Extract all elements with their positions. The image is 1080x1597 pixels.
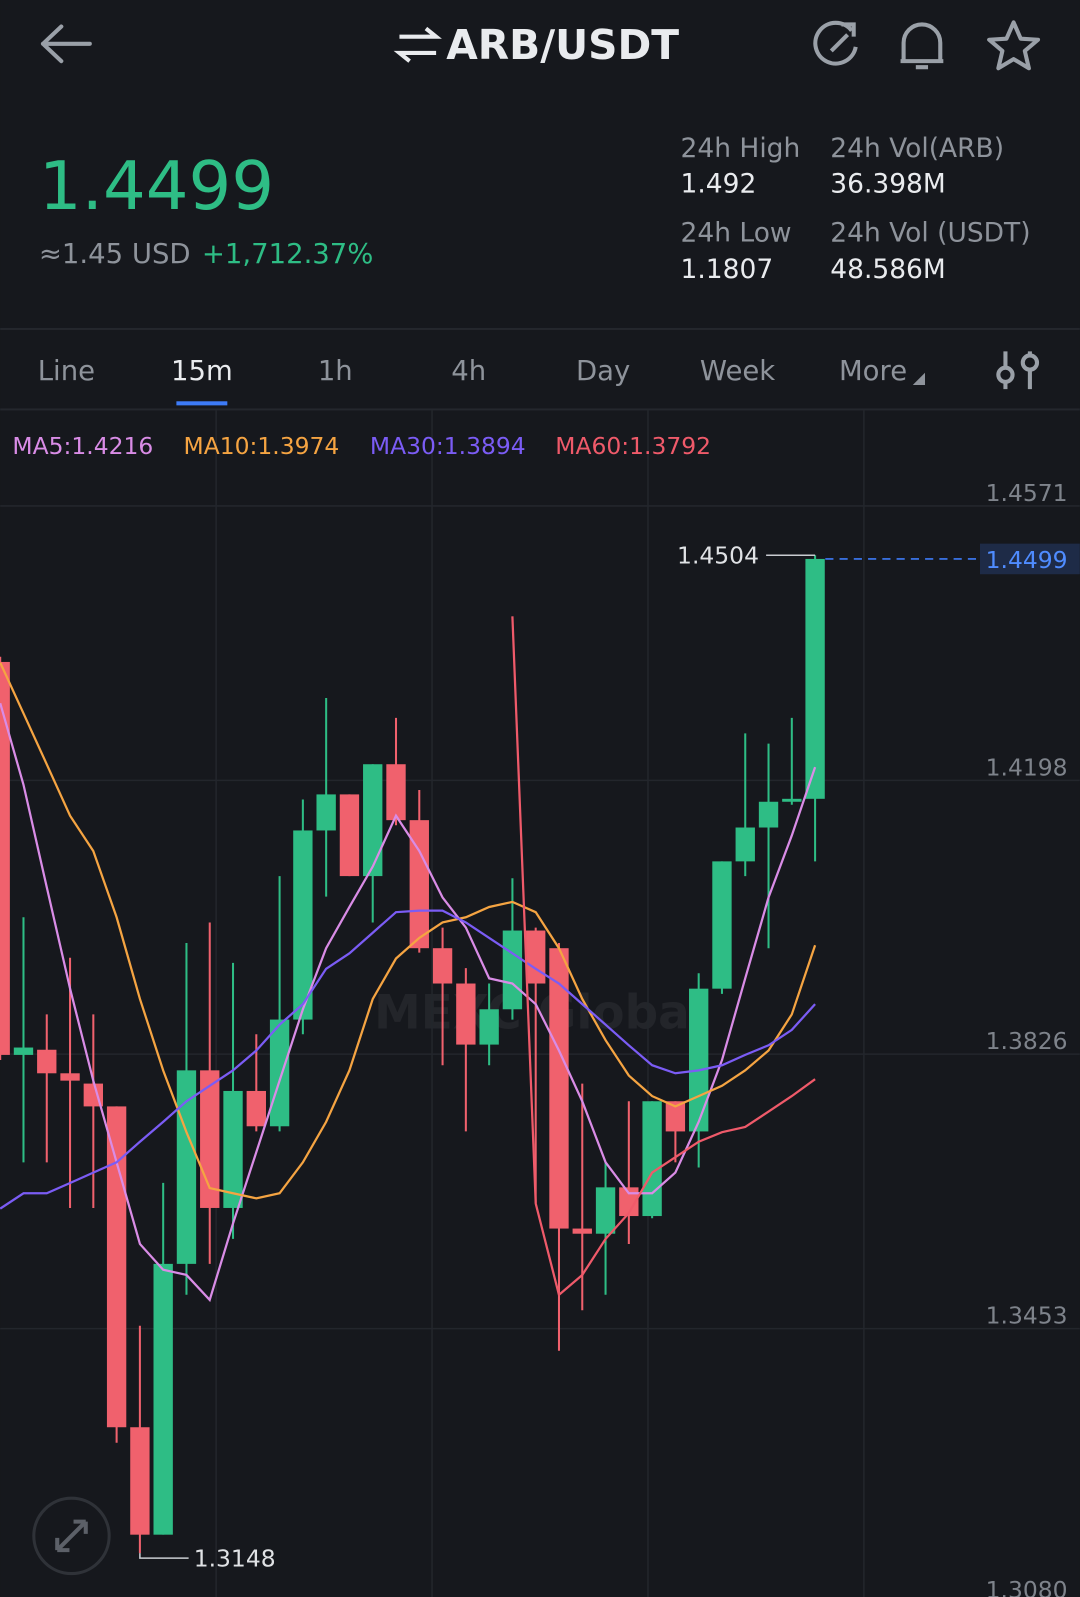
candle-body: [595, 1187, 616, 1234]
stat-label: 24h Vol (USDT): [830, 217, 1030, 248]
candle-body: [735, 827, 755, 862]
stat-value: 1.492: [681, 168, 757, 199]
legend-entry: MA10:1.3974: [184, 432, 340, 460]
candle-body: [689, 988, 709, 1132]
candle-body: [130, 1427, 150, 1535]
ma-line: [0, 909, 816, 1210]
candle-body: [549, 948, 569, 1229]
low-label: 1.3148: [194, 1544, 276, 1572]
tab[interactable]: More: [839, 355, 907, 387]
candle-body: [642, 1101, 662, 1217]
candle-body: [479, 1009, 499, 1045]
candle-body: [200, 1070, 220, 1208]
high-label: 1.4504: [677, 541, 759, 569]
candle-body: [712, 861, 732, 989]
tab[interactable]: 4h: [451, 355, 486, 387]
candle-body: [60, 1073, 80, 1081]
candle-body: [316, 794, 336, 831]
candle-body: [432, 948, 453, 984]
candle-body: [409, 820, 429, 949]
back-button[interactable]: [40, 24, 92, 64]
stat-label: 24h Low: [681, 217, 792, 248]
low-leader: [139, 1553, 189, 1559]
candle-body: [502, 930, 523, 1010]
expand-button[interactable]: [32, 1496, 111, 1576]
tab-indicator: [176, 401, 228, 406]
candle-body: [782, 798, 802, 802]
stat-value: 48.586M: [830, 254, 945, 285]
candle-body: [805, 558, 825, 799]
tab[interactable]: 15m: [171, 355, 233, 387]
candle-body: [176, 1070, 197, 1264]
y-tick-label: 1.4198: [986, 753, 1068, 781]
favorite-icon[interactable]: [987, 20, 1041, 71]
divider: [0, 327, 1080, 330]
candle-body: [339, 794, 360, 877]
alert-icon[interactable]: [900, 22, 944, 70]
swap-icon[interactable]: [393, 26, 442, 63]
ma-line: [0, 702, 817, 1303]
last-price: 1.4499: [39, 147, 274, 225]
tab[interactable]: Day: [576, 355, 630, 387]
stat-value: 1.1807: [681, 254, 774, 285]
usd-price: ≈1.45 USD: [39, 238, 191, 270]
ma-line: [0, 662, 817, 1200]
ma-line: [511, 616, 816, 1297]
y-tick-label: 1.3453: [986, 1302, 1068, 1330]
candle-body: [526, 930, 546, 984]
expand-icon: [55, 1519, 88, 1553]
stat-label: 24h High: [681, 133, 801, 164]
candle-body: [572, 1228, 592, 1234]
price-change: +1,712.37%: [202, 238, 374, 270]
candle-body: [106, 1106, 127, 1428]
candle-body: [153, 1263, 173, 1535]
legend-entry: MA5:1.4216: [12, 432, 153, 460]
candle-body: [246, 1090, 266, 1127]
pair-title: ARB/USDT: [446, 21, 679, 69]
y-tick-label: 1.3826: [986, 1027, 1068, 1055]
candle-body: [363, 764, 383, 877]
price-tag: [979, 543, 1080, 575]
price-tag-label: 1.4499: [986, 546, 1068, 574]
candle-body: [456, 983, 476, 1045]
candle-body: [37, 1049, 57, 1074]
candle-body: [13, 1047, 34, 1055]
y-tick-label: 1.4571: [986, 479, 1068, 507]
legend-entry: MA30:1.3894: [370, 432, 526, 460]
tab-bar: Line 15m 1h 4h Day Week More: [38, 355, 925, 406]
candle-body: [223, 1090, 243, 1208]
candle-body: [758, 801, 779, 828]
chart-settings[interactable]: [996, 351, 1040, 390]
tab[interactable]: 1h: [318, 355, 353, 387]
candle-body: [619, 1187, 639, 1217]
refresh-icon[interactable]: [813, 20, 858, 66]
candle-body: [0, 661, 10, 1055]
tab[interactable]: Line: [38, 355, 95, 387]
candle-body: [665, 1101, 686, 1132]
legend-entry: MA60:1.3792: [555, 432, 711, 460]
candlestick-chart: 1.4571 1.4198 1.3826 1.3453 1.3080 MA5:1.4216…: [0, 410, 1080, 1597]
divider: [0, 408, 1080, 411]
y-tick-label: 1.3080: [986, 1576, 1068, 1597]
candle-body: [293, 830, 313, 1020]
candle-body: [269, 1019, 290, 1127]
stat-label: 24h Vol(ARB): [830, 133, 1004, 164]
candle-body: [386, 764, 406, 821]
stat-value: 36.398M: [830, 168, 945, 199]
tab[interactable]: Week: [700, 355, 775, 387]
